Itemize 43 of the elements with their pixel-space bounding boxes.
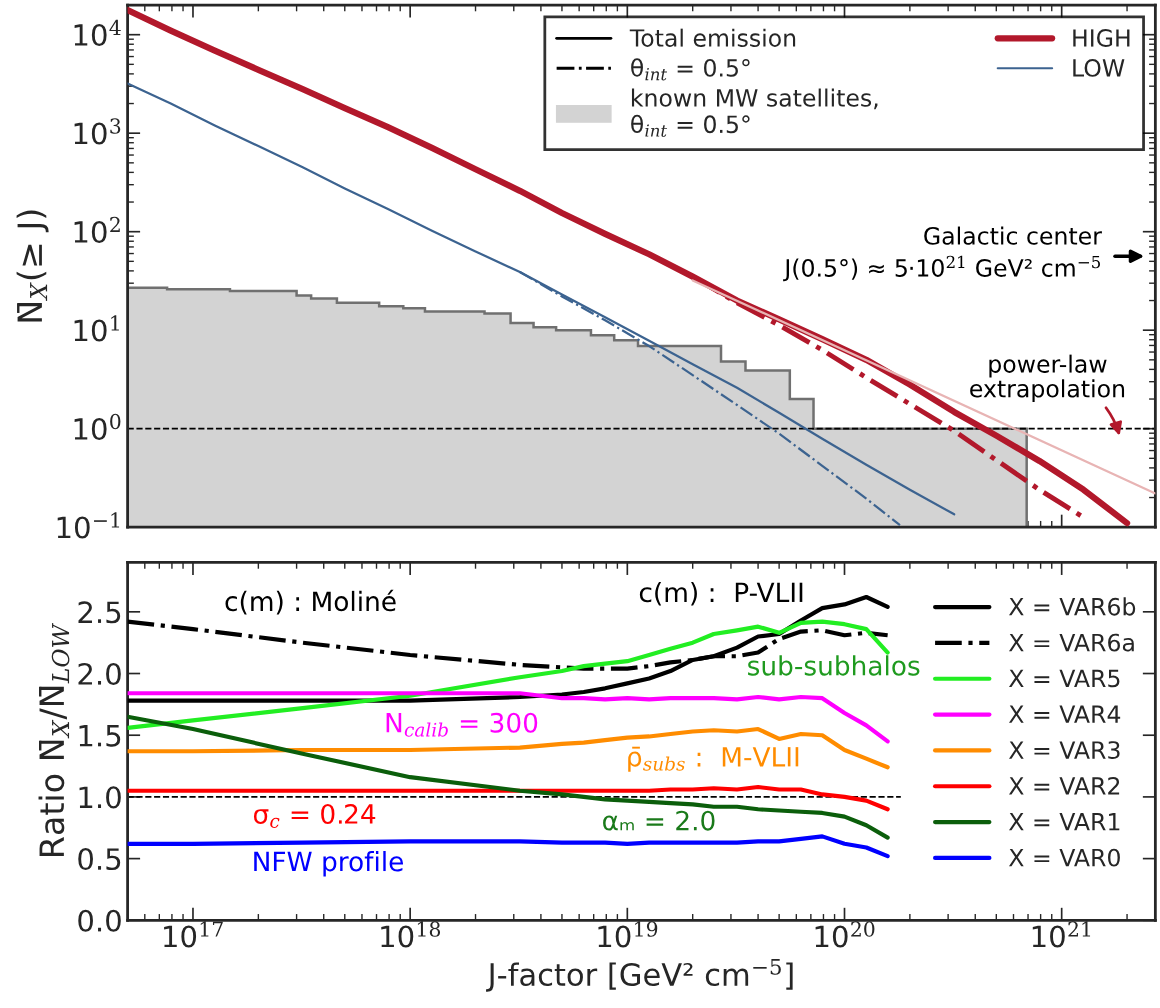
annotation: NFW profile	[254, 851, 403, 877]
y-axis-title: Ratio N̄$_{X}$/N̄$_{LOW}$	[38, 622, 70, 856]
y-tick-label: 0.5	[78, 848, 121, 871]
annotation: power-law extrapolation	[970, 354, 1125, 403]
annotation: σ$_{c}$ = 0.24	[253, 804, 376, 828]
legend-label: X = VAR5	[1008, 669, 1120, 688]
legend-label: X = VAR6a	[1008, 633, 1134, 652]
legend-label: X = VAR4	[1008, 705, 1121, 723]
annotation: N$_{calib}$ = 300	[386, 712, 538, 737]
legend-label: X = VAR1	[1008, 813, 1120, 831]
x-tick-label: 10$^{20}$	[815, 921, 875, 948]
annotation: Galactic center J(0.5°) ≈ 5·10$^{21}$ GeV² cm$^{−5}$	[783, 226, 1102, 282]
y-tick-label: 10$^{3}$	[74, 118, 121, 145]
legend-label: HIGH	[1073, 29, 1130, 47]
annotation: θ$_{int}$ = 0.5°	[631, 58, 750, 81]
y-tick-label: 2.0	[78, 662, 121, 686]
annotation: αₘ = 2.0	[603, 810, 715, 831]
y-tick-label: 1.0	[79, 786, 121, 809]
x-tick-label: 10$^{17}$	[164, 921, 223, 948]
annotation: sub-subhalos	[748, 655, 920, 676]
x-tick-label: 10$^{19}$	[598, 921, 658, 948]
y-tick-label: 10$^{1}$	[74, 315, 119, 342]
annotation: Total emission	[629, 28, 796, 47]
annotation: c(m) : Moliné	[225, 589, 396, 615]
legend-label: X = VAR0	[1008, 848, 1120, 867]
annotation: ρ̄$_{subs}$ : M-VLII	[628, 746, 799, 772]
legend-label: X = VAR6b	[1008, 597, 1136, 616]
legend-label: known MW satellites, θ$_{int}$ = 0.5°	[631, 88, 878, 137]
legend-label: X = VAR3	[1008, 741, 1120, 759]
annotation: c(m) : P-VLII	[639, 581, 803, 606]
legend-label: X = VAR2	[1008, 776, 1120, 795]
y-tick-label: 10$^{2}$	[74, 216, 120, 243]
y-tick-label: 10$^{−1}$	[57, 512, 120, 539]
y-tick-label: 10$^{0}$	[74, 413, 121, 440]
y-axis-title: N̄$_{X}$(≥ J)	[16, 210, 49, 322]
x-tick-label: 10$^{21}$	[1032, 921, 1091, 948]
legend-label: LOW	[1073, 59, 1125, 77]
y-tick-label: 1.5	[79, 725, 121, 747]
y-tick-label: 2.5	[78, 601, 121, 624]
y-tick-label: 10$^{4}$	[74, 19, 121, 46]
y-tick-label: 0.0	[78, 909, 121, 932]
x-tick-label: 10$^{18}$	[381, 921, 441, 948]
x-axis-title: J-factor [GeV² cm$^{−5}$]	[486, 958, 793, 992]
